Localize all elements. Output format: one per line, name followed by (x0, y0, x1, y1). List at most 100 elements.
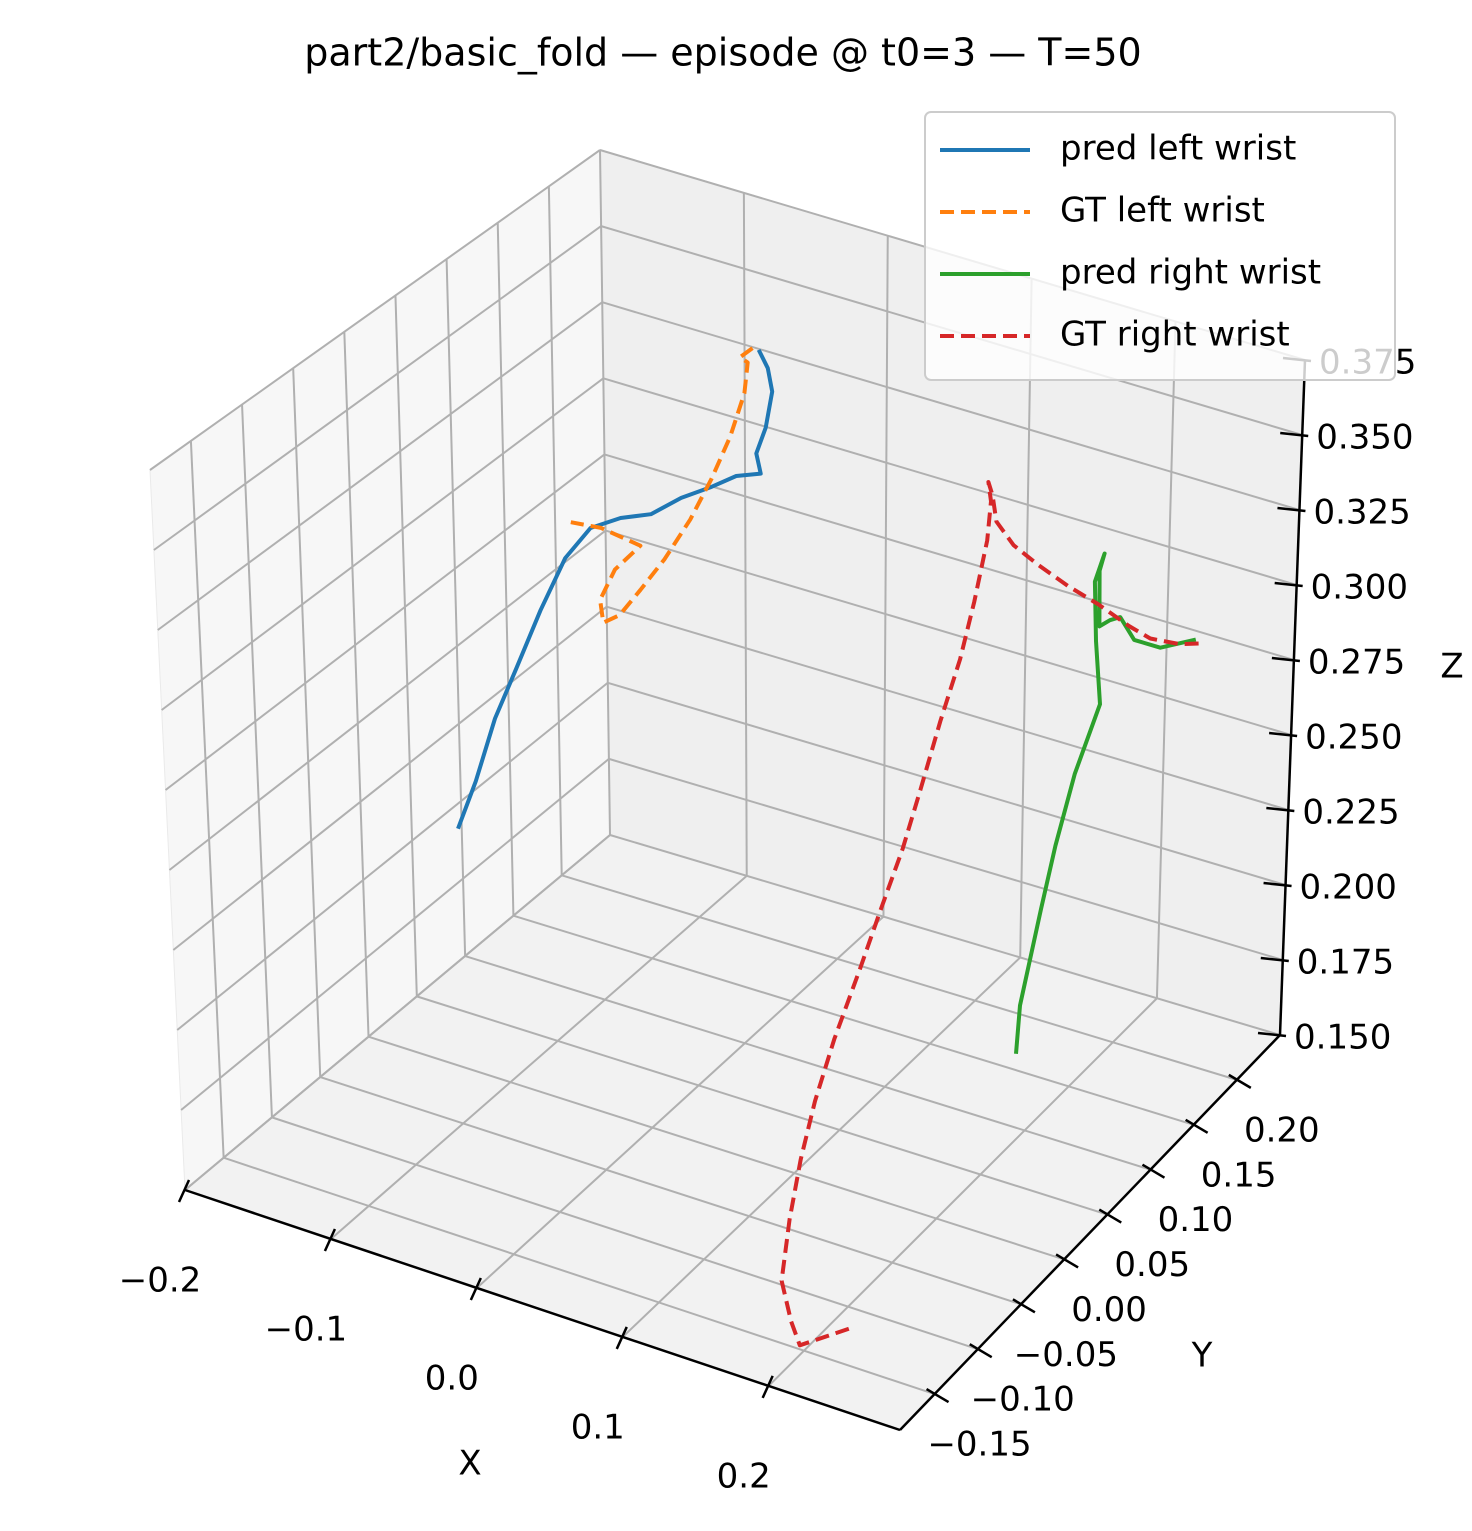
legend-box (924, 111, 1396, 381)
grid-line (189, 440, 225, 1158)
grid-line (513, 914, 1194, 1126)
axis-line (184, 1188, 901, 1432)
grid-line (609, 834, 1281, 1036)
series-line (570, 346, 754, 625)
grid-line (157, 301, 603, 631)
y-tick (1228, 1073, 1252, 1089)
legend-label: GT right wrist (1060, 315, 1290, 355)
grid-line (1155, 321, 1177, 999)
x-axis-label: X (458, 1444, 481, 1484)
y-tick-label: 0.00 (1071, 1290, 1147, 1330)
y-tick-label: −0.15 (927, 1425, 1031, 1465)
z-axis-label: Z (1440, 647, 1463, 687)
z-tick (1274, 581, 1303, 588)
y-tick-label: 0.15 (1201, 1155, 1277, 1195)
series-line (1014, 551, 1197, 1054)
grid-line (1019, 278, 1033, 958)
axis-line (1278, 359, 1307, 1036)
grid-line (476, 915, 885, 1289)
grid-line (882, 235, 889, 917)
legend-label: pred right wrist (1060, 253, 1321, 293)
grid-line (172, 605, 608, 951)
grid-line (767, 997, 1158, 1387)
grid-line (319, 1076, 1022, 1306)
legend-label: pred left wrist (1060, 129, 1296, 169)
grid-line (149, 149, 601, 471)
z-tick (1260, 956, 1289, 963)
z-tick (1277, 506, 1306, 513)
x-tick-label: 0.0 (425, 1358, 479, 1398)
x-tick (469, 1277, 482, 1301)
chart-title: part2/basic_fold — episode @ t0=3 — T=50 (304, 31, 1141, 75)
x-tick (615, 1326, 628, 1350)
x-tick-label: 0.1 (571, 1407, 625, 1447)
grid-line (153, 225, 602, 551)
z-tick-label: 0.250 (1305, 718, 1402, 758)
x-tick (177, 1179, 191, 1203)
axis-line (899, 1034, 1281, 1431)
grid-line (161, 377, 604, 711)
z-tick-label: 0.325 (1313, 493, 1410, 533)
z-tick (1268, 731, 1298, 738)
x-tick-label: 0.2 (717, 1456, 771, 1496)
grid-line (416, 995, 1108, 1216)
z-tick-label: 0.300 (1311, 568, 1408, 608)
grid-line (368, 1035, 1065, 1261)
grid-line (223, 1156, 935, 1396)
grid-line (168, 529, 607, 871)
z-tick-label: 0.175 (1297, 943, 1394, 983)
grid-line (184, 834, 611, 1191)
z-tick-label: 0.275 (1308, 643, 1405, 683)
grid-line (464, 955, 1151, 1171)
grid-line (603, 377, 1297, 586)
z-tick-label: 0.225 (1302, 793, 1399, 833)
grid-line (547, 186, 563, 876)
grid-line (180, 758, 610, 1111)
grid-line (292, 368, 322, 1078)
grid-line (241, 404, 273, 1118)
grid-line (599, 149, 611, 836)
grid-line (605, 529, 1292, 736)
z-tick-label: 0.150 (1294, 1018, 1391, 1058)
z-tick (1263, 881, 1292, 888)
y-tick (925, 1388, 950, 1404)
z-tick-label: 0.350 (1316, 418, 1413, 458)
grid-line (176, 681, 609, 1031)
grid-line (343, 331, 370, 1037)
y-tick-label: −0.05 (1014, 1335, 1118, 1375)
y-tick-label: 0.05 (1114, 1245, 1190, 1285)
series-line (779, 480, 1199, 1348)
z-tick-label: 0.200 (1300, 868, 1397, 908)
y-tick-label: 0.20 (1244, 1110, 1320, 1150)
legend-label: GT left wrist (1060, 191, 1265, 231)
grid-line (496, 222, 515, 916)
grid-line (622, 956, 1021, 1338)
z-tick (1257, 1031, 1287, 1038)
z-tick (1266, 806, 1295, 813)
grid-line (561, 874, 1238, 1081)
grid-line (742, 192, 748, 876)
x-tick (323, 1228, 337, 1252)
grid-line (601, 301, 1300, 511)
grid-line (445, 259, 467, 957)
y-tick (1012, 1298, 1036, 1314)
y-axis-label: Y (1191, 1336, 1213, 1376)
grid-line (164, 453, 606, 791)
y-tick-label: 0.10 (1158, 1200, 1234, 1240)
y-tick (1185, 1118, 1209, 1134)
x-tick-label: −0.1 (265, 1309, 348, 1349)
grid-line (394, 295, 418, 997)
z-tick (1280, 431, 1309, 438)
grid-line (606, 605, 1289, 811)
grid-line (330, 875, 748, 1240)
grid-line (271, 1116, 979, 1351)
y-tick (1055, 1253, 1079, 1269)
z-tick (1271, 656, 1301, 663)
x-tick-label: −0.2 (119, 1261, 202, 1301)
y-tick-label: −0.10 (971, 1380, 1075, 1420)
grid-line (604, 453, 1295, 661)
grid-line (608, 757, 1284, 961)
x-tick (761, 1375, 774, 1399)
y-tick (969, 1343, 993, 1359)
